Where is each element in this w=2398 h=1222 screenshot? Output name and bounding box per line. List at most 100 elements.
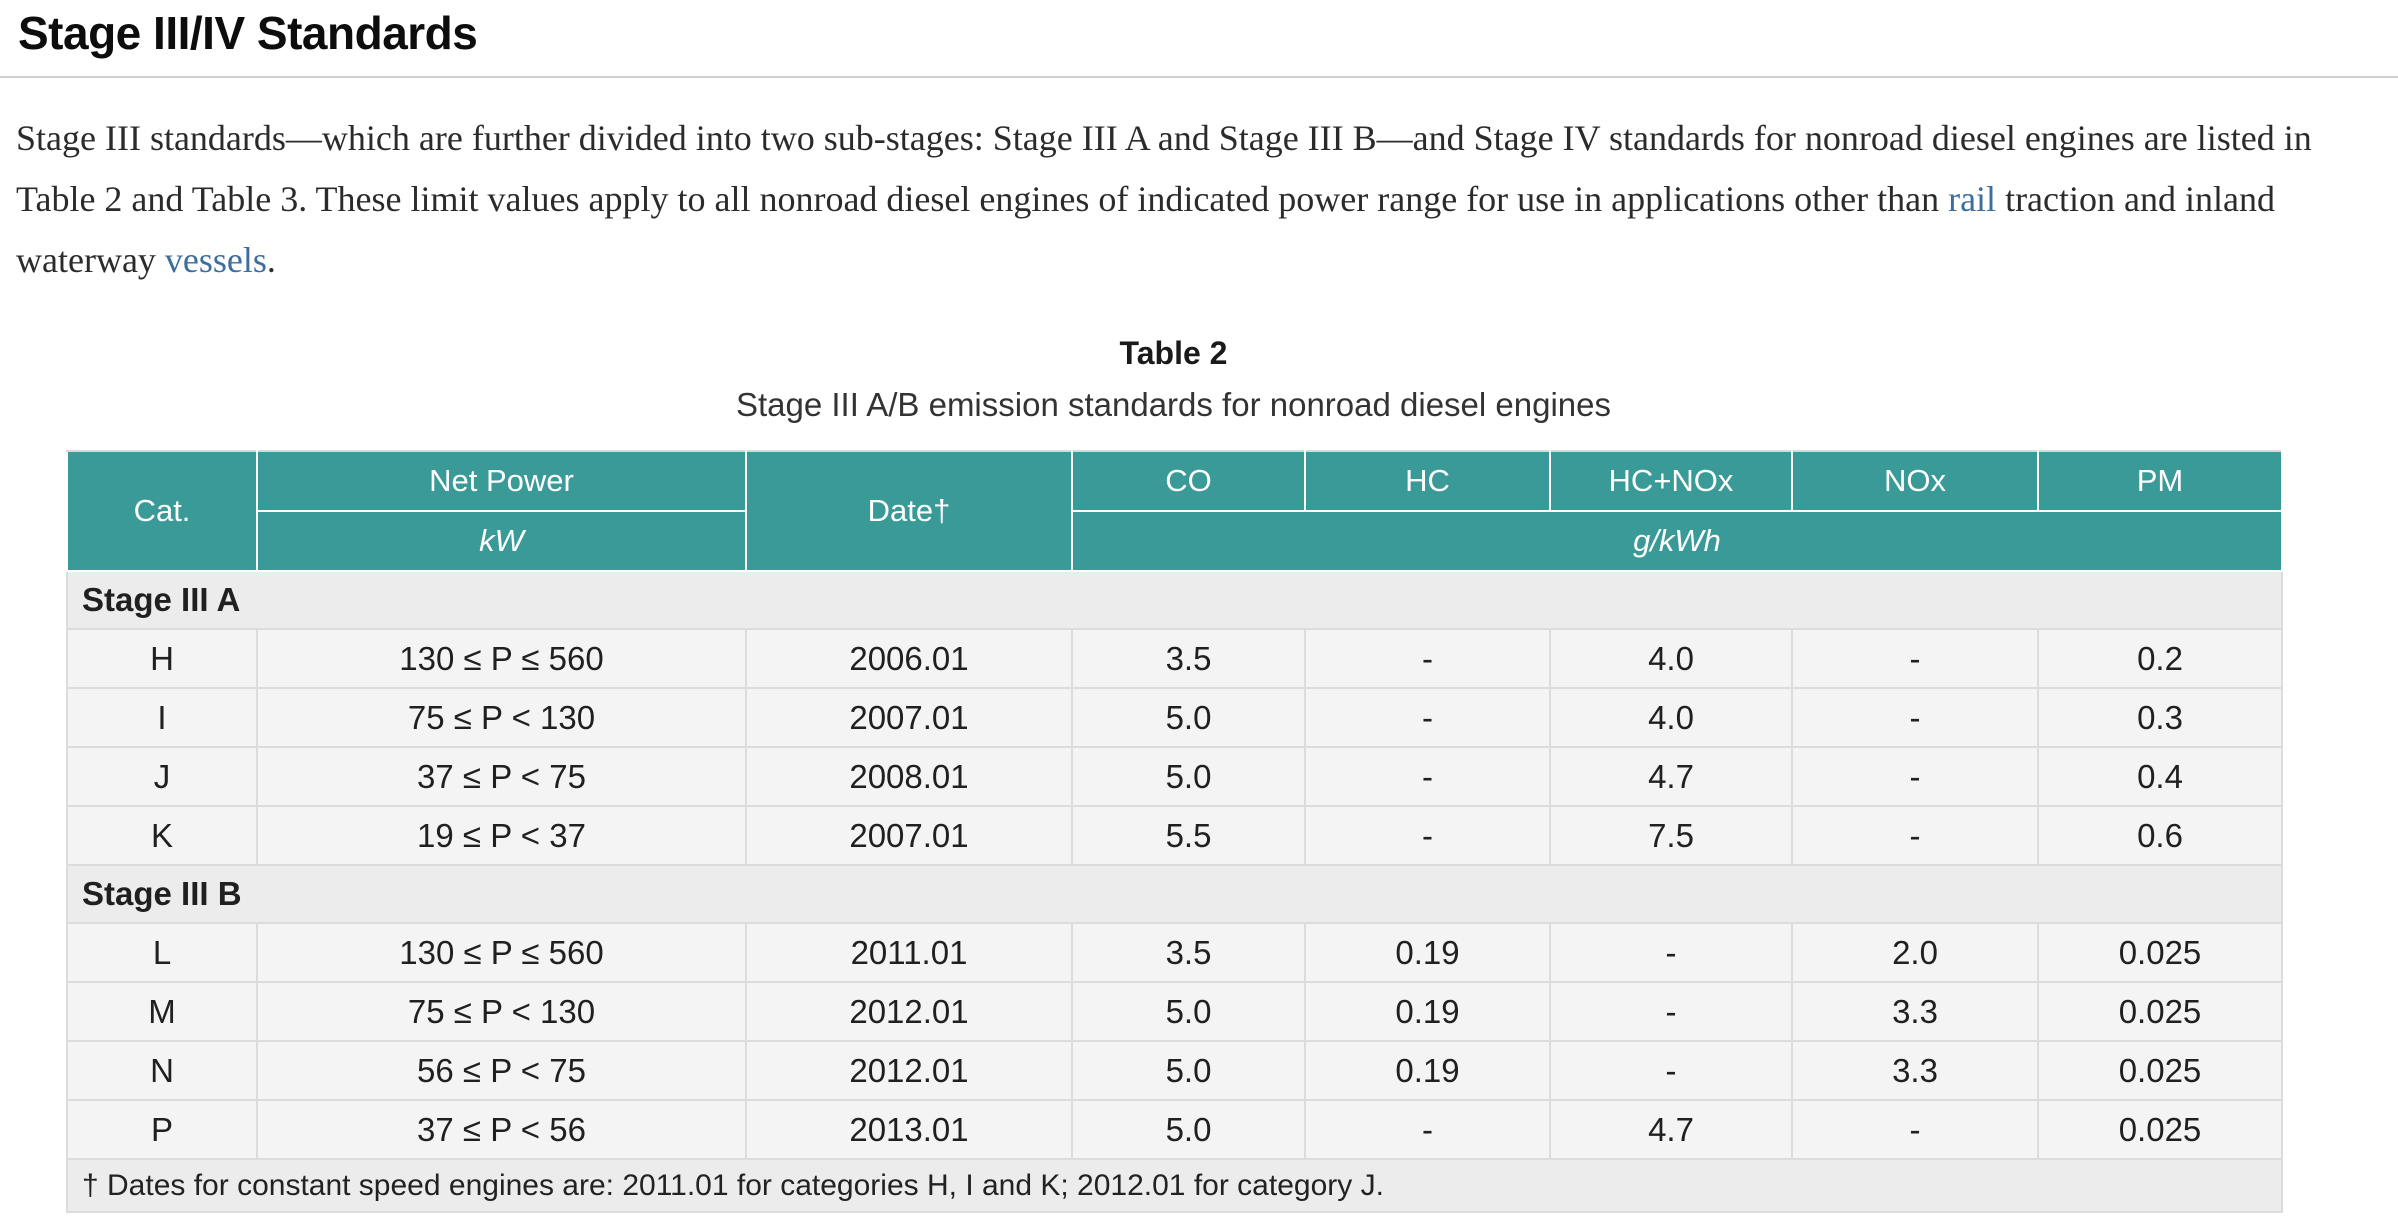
header-net-power: Net Power: [256, 450, 747, 512]
hcnox-cell: 7.5: [1549, 805, 1793, 866]
pm-cell: 0.4: [2037, 746, 2283, 807]
nox-cell: -: [1791, 1099, 2039, 1160]
header-co: CO: [1071, 450, 1306, 512]
header-nox: NOx: [1791, 450, 2039, 512]
power-cell: 75 ≤ P < 130: [256, 687, 747, 748]
table-row: L 130 ≤ P ≤ 560 2011.01 3.5 0.19-2.0 0.025: [66, 922, 2283, 983]
hc-cell: -: [1304, 805, 1551, 866]
hcnox-cell: 4.0: [1549, 628, 1793, 689]
hc-cell: -: [1304, 1099, 1551, 1160]
cat-cell: P: [66, 1099, 258, 1160]
hc-cell: -: [1304, 628, 1551, 689]
power-cell: 75 ≤ P < 130: [256, 981, 747, 1042]
table-row: J 37 ≤ P < 75 2008.01 5.0-4.7-0.4: [66, 746, 2283, 807]
co-cell: 3.5: [1071, 922, 1306, 983]
table-row: M 75 ≤ P < 130 2012.01 5.0 0.19-3.3 0.025: [66, 981, 2283, 1042]
hc-cell: 0.19: [1304, 981, 1551, 1042]
power-cell: 37 ≤ P < 56: [256, 1099, 747, 1160]
table-caption-title: Table 2: [1119, 335, 1228, 371]
cat-cell: K: [66, 805, 258, 866]
header-date: Date†: [745, 450, 1073, 572]
header-hcnox: HC+NOx: [1549, 450, 1793, 512]
nox-cell: -: [1791, 746, 2039, 807]
co-cell: 5.0: [1071, 1099, 1306, 1160]
power-cell: 37 ≤ P < 75: [256, 746, 747, 807]
co-cell: 5.0: [1071, 687, 1306, 748]
intro-text-1: Stage III standards—which are further di…: [16, 118, 2312, 219]
cat-cell: I: [66, 687, 258, 748]
hcnox-cell: -: [1549, 922, 1793, 983]
co-cell: 5.0: [1071, 746, 1306, 807]
date-cell: 2012.01: [745, 981, 1073, 1042]
intro-paragraph: Stage III standards—which are further di…: [16, 108, 2368, 291]
intro-text-3: .: [266, 240, 276, 280]
hc-cell: -: [1304, 746, 1551, 807]
date-cell: 2011.01: [745, 922, 1073, 983]
hc-cell: 0.19: [1304, 922, 1551, 983]
header-hc: HC: [1304, 450, 1551, 512]
nox-cell: 2.0: [1791, 922, 2039, 983]
date-cell: 2008.01: [745, 746, 1073, 807]
cat-cell: L: [66, 922, 258, 983]
power-cell: 19 ≤ P < 37: [256, 805, 747, 866]
section-row: Stage III B: [66, 864, 2283, 924]
cat-cell: N: [66, 1040, 258, 1101]
cat-cell: J: [66, 746, 258, 807]
power-cell: 130 ≤ P ≤ 560: [256, 628, 747, 689]
pm-cell: 0.025: [2037, 1099, 2283, 1160]
page-title: Stage III/IV Standards: [18, 7, 478, 59]
table-row: N 56 ≤ P < 75 2012.01 5.0 0.19-3.3 0.025: [66, 1040, 2283, 1101]
pm-cell: 0.025: [2037, 981, 2283, 1042]
pm-cell: 0.2: [2037, 628, 2283, 689]
pm-cell: 0.025: [2037, 1040, 2283, 1101]
hcnox-cell: 4.7: [1549, 1099, 1793, 1160]
table-row: P 37 ≤ P < 56 2013.01 5.0-4.7-0.025: [66, 1099, 2283, 1160]
header-kw-unit: kW: [256, 510, 747, 572]
nox-cell: 3.3: [1791, 1040, 2039, 1101]
hcnox-cell: -: [1549, 1040, 1793, 1101]
header-pm: PM: [2037, 450, 2283, 512]
hcnox-cell: 4.0: [1549, 687, 1793, 748]
table-row: K 19 ≤ P < 37 2007.01 5.5-7.5-0.6: [66, 805, 2283, 866]
section-label: Stage III A: [66, 570, 2283, 630]
header-gkwh-unit: g/kWh: [1071, 510, 2283, 572]
co-cell: 3.5: [1071, 628, 1306, 689]
header-cat: Cat.: [66, 450, 258, 572]
table-caption: Table 2 Stage III A/B emission standards…: [66, 335, 2281, 424]
nox-cell: -: [1791, 805, 2039, 866]
date-cell: 2007.01: [745, 687, 1073, 748]
title-divider: [0, 76, 2398, 78]
table-caption-subtitle: Stage III A/B emission standards for non…: [735, 386, 1612, 423]
co-cell: 5.5: [1071, 805, 1306, 866]
nox-cell: 3.3: [1791, 981, 2039, 1042]
cat-cell: H: [66, 628, 258, 689]
date-cell: 2013.01: [745, 1099, 1073, 1160]
table-row: I 75 ≤ P < 130 2007.01 5.0-4.0-0.3: [66, 687, 2283, 748]
hc-cell: -: [1304, 687, 1551, 748]
date-cell: 2006.01: [745, 628, 1073, 689]
co-cell: 5.0: [1071, 1040, 1306, 1101]
power-cell: 56 ≤ P < 75: [256, 1040, 747, 1101]
vessels-link[interactable]: vessels: [164, 240, 267, 280]
hc-cell: 0.19: [1304, 1040, 1551, 1101]
pm-cell: 0.025: [2037, 922, 2283, 983]
date-cell: 2007.01: [745, 805, 1073, 866]
footnote-row: † Dates for constant speed engines are: …: [66, 1158, 2283, 1213]
table-header: Cat. Net Power Date† CO HC HC+NOx NOx PM…: [66, 450, 2283, 572]
nox-cell: -: [1791, 687, 2039, 748]
co-cell: 5.0: [1071, 981, 1306, 1042]
table-block: Table 2 Stage III A/B emission standards…: [66, 335, 2283, 1213]
pm-cell: 0.6: [2037, 805, 2283, 866]
table-body: Stage III A H 130 ≤ P ≤ 560 2006.01 3.5-4.0-…: [66, 570, 2283, 1160]
hcnox-cell: 4.7: [1549, 746, 1793, 807]
table-row: H 130 ≤ P ≤ 560 2006.01 3.5-4.0-0.2: [66, 628, 2283, 689]
pm-cell: 0.3: [2037, 687, 2283, 748]
section-row: Stage III A: [66, 570, 2283, 630]
rail-link[interactable]: rail: [1948, 179, 1997, 219]
date-cell: 2012.01: [745, 1040, 1073, 1101]
power-cell: 130 ≤ P ≤ 560: [256, 922, 747, 983]
emission-standards-table: Cat. Net Power Date† CO HC HC+NOx NOx PM…: [66, 450, 2283, 1213]
table-footnote: † Dates for constant speed engines are: …: [66, 1158, 2283, 1213]
hcnox-cell: -: [1549, 981, 1793, 1042]
